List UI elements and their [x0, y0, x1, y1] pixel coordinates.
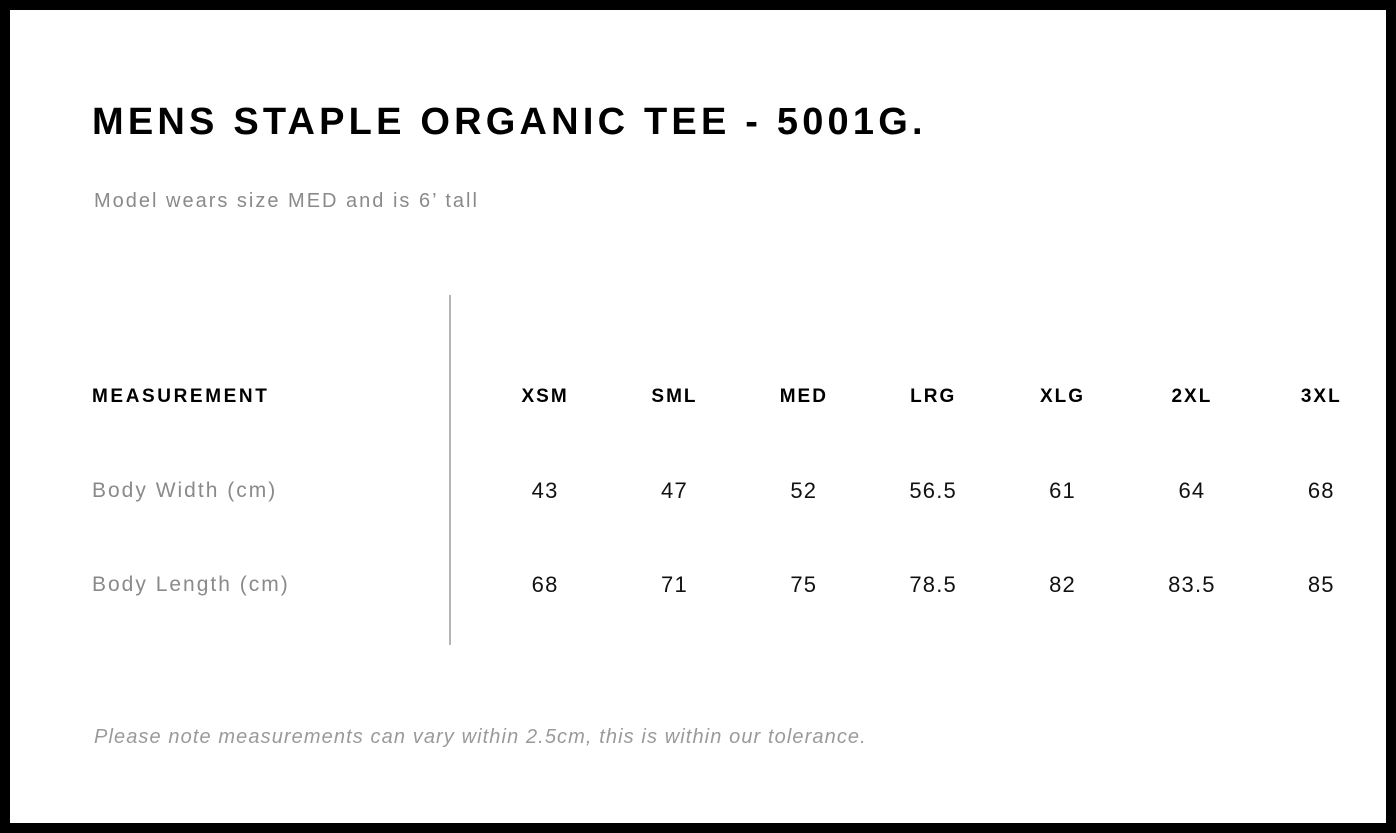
cell-body-width-xsm: 43: [531, 478, 559, 503]
cell-body-width-med: 52: [790, 478, 818, 503]
cell-body-width-2xl: 64: [1178, 478, 1206, 503]
table-body: Body Width (cm) 43 47 52 56.5 61 64 68 B…: [10, 444, 1386, 632]
column-header-2xl: 2XL: [1171, 386, 1213, 407]
table-row: Body Length (cm) 68 71 75 78.5 82 83.5 8…: [10, 538, 1386, 632]
cell-body-length-xlg: 82: [1049, 572, 1076, 597]
column-header-measurement: MEASUREMENT: [92, 386, 270, 407]
cell-body-length-xsm: 68: [531, 572, 559, 597]
cell-body-width-sml: 47: [661, 478, 688, 503]
tolerance-note: Please note measurements can vary within…: [94, 726, 867, 748]
row-label-body-width: Body Width (cm): [92, 479, 278, 502]
table-header: MEASUREMENT XSM SML MED LRG XLG 2XL 3XL: [10, 350, 1386, 444]
model-info-subtitle: Model wears size MED and is 6’ tall: [94, 190, 479, 212]
column-header-3xl: 3XL: [1300, 386, 1342, 407]
table-header-row: MEASUREMENT XSM SML MED LRG XLG 2XL 3XL: [10, 350, 1386, 444]
table-vertical-divider: [449, 295, 451, 645]
cell-body-width-lrg: 56.5: [909, 478, 957, 503]
table-row: Body Width (cm) 43 47 52 56.5 61 64 68: [10, 444, 1386, 538]
column-header-lrg: LRG: [910, 386, 957, 407]
page-title: MENS STAPLE ORGANIC TEE - 5001G.: [92, 101, 927, 143]
column-header-xlg: XLG: [1040, 386, 1086, 407]
column-header-sml: SML: [651, 386, 698, 407]
column-header-xsm: XSM: [521, 386, 569, 407]
cell-body-length-lrg: 78.5: [909, 572, 957, 597]
size-chart-content: MENS STAPLE ORGANIC TEE - 5001G. Model w…: [10, 10, 1386, 823]
cell-body-length-3xl: 85: [1307, 572, 1335, 597]
row-label-body-length: Body Length (cm): [92, 573, 290, 596]
cell-body-length-2xl: 83.5: [1168, 572, 1216, 597]
cell-body-length-sml: 71: [661, 572, 688, 597]
column-header-med: MED: [779, 386, 828, 407]
size-chart-table: MEASUREMENT XSM SML MED LRG XLG 2XL 3XL …: [10, 350, 1386, 632]
cell-body-width-3xl: 68: [1307, 478, 1335, 503]
cell-body-width-xlg: 61: [1049, 478, 1076, 503]
cell-body-length-med: 75: [790, 572, 818, 597]
